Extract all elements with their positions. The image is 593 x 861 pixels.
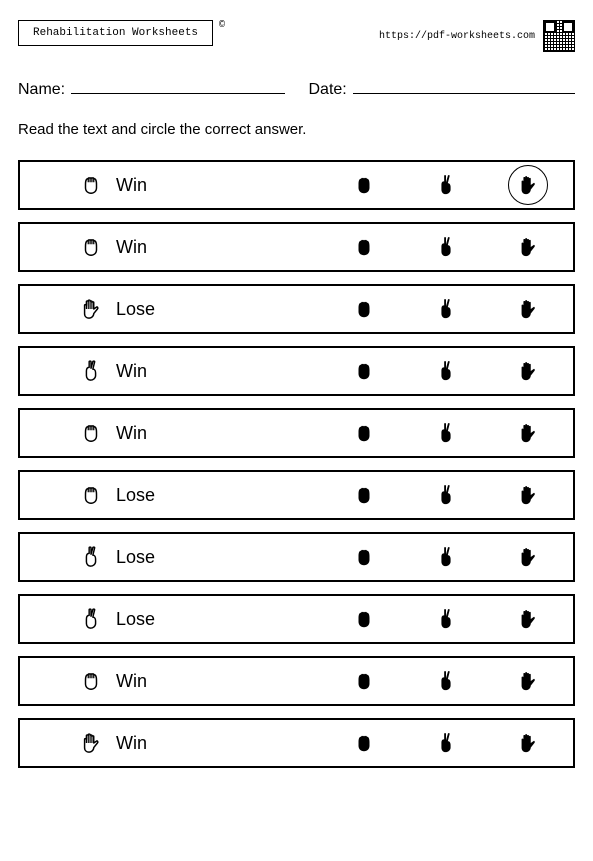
prompt: Lose [80,298,250,320]
choice-rock-icon[interactable] [351,668,377,694]
choice-scissors-icon[interactable] [433,730,459,756]
prompt-text: Lose [116,547,155,568]
choice-rock-icon[interactable] [351,606,377,632]
prompt-text: Win [116,733,147,754]
choice-paper-icon[interactable] [515,544,541,570]
choice-paper-icon[interactable] [515,296,541,322]
scissors-icon [80,608,102,630]
choices [250,730,553,756]
choice-rock-icon[interactable] [351,296,377,322]
choice-rock-icon[interactable] [351,172,377,198]
date-label: Date: [309,81,347,99]
scissors-icon [80,360,102,382]
question-row: Win [18,718,575,768]
prompt: Lose [80,546,250,568]
choice-rock-icon[interactable] [351,544,377,570]
choice-scissors-icon[interactable] [433,358,459,384]
prompt-text: Lose [116,299,155,320]
choices [250,668,553,694]
prompt-text: Win [116,671,147,692]
choice-paper-icon[interactable] [515,668,541,694]
name-label: Name: [18,81,65,99]
choices [250,544,553,570]
choice-rock-icon[interactable] [351,358,377,384]
prompt-text: Win [116,423,147,444]
choices [250,296,553,322]
question-rows: Win Win Lose Win Win [18,160,575,768]
question-row: Win [18,160,575,210]
choice-scissors-icon[interactable] [433,482,459,508]
prompt: Lose [80,608,250,630]
page-header: Rehabilitation Worksheets © https://pdf-… [18,20,575,52]
choice-paper-icon[interactable] [515,358,541,384]
prompt: Lose [80,484,250,506]
prompt: Win [80,174,250,196]
prompt: Win [80,732,250,754]
prompt-text: Lose [116,485,155,506]
choice-rock-icon[interactable] [351,420,377,446]
qr-code-icon [543,20,575,52]
choice-scissors-icon[interactable] [433,668,459,694]
choice-scissors-icon[interactable] [433,296,459,322]
instruction-text: Read the text and circle the correct ans… [18,121,575,138]
choice-rock-icon[interactable] [351,730,377,756]
prompt-text: Win [116,175,147,196]
rock-icon [80,484,102,506]
prompt: Win [80,360,250,382]
date-field: Date: [309,76,576,99]
choice-scissors-icon[interactable] [433,544,459,570]
question-row: Win [18,656,575,706]
paper-icon [80,298,102,320]
choices [250,234,553,260]
header-left: Rehabilitation Worksheets © [18,20,225,46]
question-row: Lose [18,284,575,334]
prompt: Win [80,422,250,444]
choice-paper-icon[interactable] [515,172,541,198]
name-line[interactable] [71,76,284,94]
prompt-text: Win [116,237,147,258]
choices [250,358,553,384]
rock-icon [80,236,102,258]
choice-paper-icon[interactable] [515,482,541,508]
choice-rock-icon[interactable] [351,482,377,508]
question-row: Lose [18,532,575,582]
prompt: Win [80,670,250,692]
source-url: https://pdf-worksheets.com [379,31,535,42]
question-row: Win [18,408,575,458]
date-line[interactable] [353,76,575,94]
choices [250,606,553,632]
question-row: Lose [18,470,575,520]
copyright-symbol: © [219,20,225,31]
scissors-icon [80,546,102,568]
choices [250,420,553,446]
prompt: Win [80,236,250,258]
input-fields: Name: Date: [18,76,575,99]
choice-scissors-icon[interactable] [433,172,459,198]
prompt-text: Lose [116,609,155,630]
header-right: https://pdf-worksheets.com [379,20,575,52]
choices [250,482,553,508]
choice-paper-icon[interactable] [515,730,541,756]
choice-paper-icon[interactable] [515,420,541,446]
choice-paper-icon[interactable] [515,606,541,632]
choice-paper-icon[interactable] [515,234,541,260]
choice-scissors-icon[interactable] [433,606,459,632]
question-row: Win [18,346,575,396]
name-field: Name: [18,76,285,99]
prompt-text: Win [116,361,147,382]
choice-scissors-icon[interactable] [433,420,459,446]
rock-icon [80,174,102,196]
choices [250,172,553,198]
question-row: Win [18,222,575,272]
rock-icon [80,422,102,444]
choice-scissors-icon[interactable] [433,234,459,260]
title-box: Rehabilitation Worksheets [18,20,213,46]
question-row: Lose [18,594,575,644]
worksheet-page: Rehabilitation Worksheets © https://pdf-… [0,0,593,788]
choice-rock-icon[interactable] [351,234,377,260]
paper-icon [80,732,102,754]
rock-icon [80,670,102,692]
